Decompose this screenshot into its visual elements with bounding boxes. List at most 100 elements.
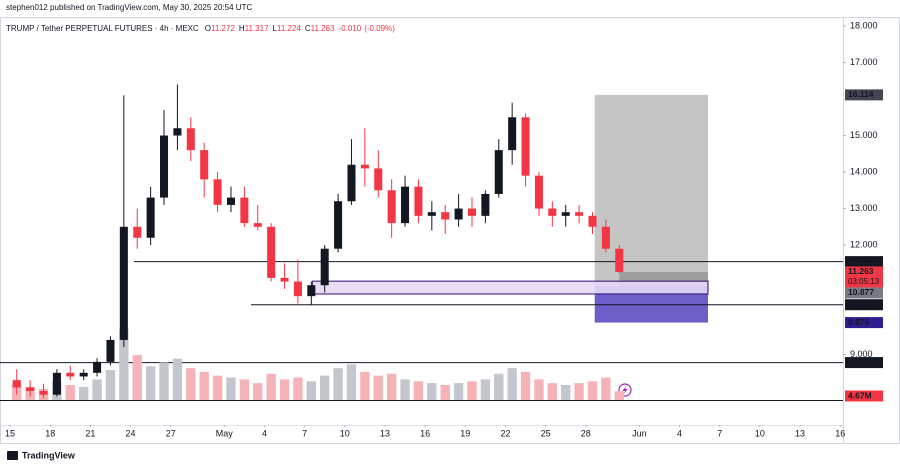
x-tick-label: 10 xyxy=(755,428,765,438)
candle-body xyxy=(52,372,61,395)
volume-bar xyxy=(320,375,330,400)
volume-bar xyxy=(587,381,598,400)
x-tick-label: 4 xyxy=(262,428,267,438)
volume-bar xyxy=(172,358,183,400)
candle-body xyxy=(401,186,410,224)
candle-body xyxy=(360,164,369,169)
volume-bar xyxy=(574,383,584,400)
candle-body xyxy=(387,190,396,224)
candle-body xyxy=(307,285,316,297)
volume-bar xyxy=(507,368,517,400)
candle-body xyxy=(93,361,102,373)
x-tick-label: 28 xyxy=(581,428,591,438)
volume-bar xyxy=(333,368,343,400)
volume-bar xyxy=(520,371,531,400)
candle-body xyxy=(160,135,169,198)
x-tick-label: May xyxy=(216,428,234,438)
x-tick-label: 16 xyxy=(420,428,430,438)
x-tick-label: 24 xyxy=(126,428,136,438)
ohlc-value: 11.317 xyxy=(245,24,269,33)
ohlc-value: 11.263 xyxy=(311,24,335,33)
volume-bar xyxy=(119,328,129,400)
level-label: 8.780 xyxy=(848,357,870,367)
ohlc-key: L xyxy=(273,24,278,33)
volume-bar xyxy=(427,383,437,400)
ohlc-key: H xyxy=(239,24,245,33)
volume-bar xyxy=(266,373,276,400)
candle-body xyxy=(320,248,329,286)
volume-label-bg xyxy=(845,390,883,402)
candle-body xyxy=(508,117,517,151)
candle-body xyxy=(334,201,343,249)
level-label: 11.546 xyxy=(848,256,874,266)
candle-body xyxy=(186,128,195,151)
header: stephen012 published on TradingView.com,… xyxy=(6,3,252,12)
volume-bar xyxy=(293,377,303,400)
volume-bar xyxy=(453,383,464,400)
candle-body xyxy=(200,150,209,180)
x-tick-label: 13 xyxy=(795,428,805,438)
x-tick-label: 16 xyxy=(835,428,845,438)
candle-body xyxy=(293,281,302,297)
volume-bar xyxy=(467,381,477,400)
candle-body xyxy=(548,208,557,216)
volume-bar xyxy=(346,364,357,400)
candle-body xyxy=(173,128,182,136)
volume-bar xyxy=(279,379,290,400)
volume-bar xyxy=(440,385,450,400)
candle-body xyxy=(280,277,289,282)
candle-body xyxy=(601,226,610,249)
x-tick-label: 18 xyxy=(45,428,55,438)
candle-body xyxy=(374,168,383,191)
candle-body xyxy=(240,197,249,224)
y-tick-label: 14.000 xyxy=(850,166,878,176)
candle-body xyxy=(226,197,235,205)
volume-bar xyxy=(534,379,544,400)
x-tick-label: 10 xyxy=(340,428,350,438)
y-tick-label: 17.000 xyxy=(850,57,878,67)
candle-body xyxy=(79,372,88,377)
candle-body xyxy=(441,212,450,220)
candle-body xyxy=(561,212,570,216)
order-block-zone xyxy=(311,280,709,295)
x-tick-label: 15 xyxy=(5,428,15,438)
volume-bar xyxy=(92,379,102,400)
volume-bar xyxy=(159,362,169,400)
candle-body xyxy=(106,339,115,362)
level-label: 10.365 xyxy=(848,299,874,309)
candle-body xyxy=(26,387,35,392)
y-tick-label: 9.000 xyxy=(850,349,873,359)
volume-bar xyxy=(373,375,383,400)
candle-body xyxy=(575,212,584,216)
x-tick-label: 25 xyxy=(541,428,551,438)
change-pct: (-0.09%) xyxy=(364,24,395,33)
y-tick-label: 15.000 xyxy=(850,130,878,140)
entry-label: 10.877 xyxy=(848,287,874,297)
entry-label-bg xyxy=(845,287,883,299)
ohlc-key: O xyxy=(205,24,211,33)
volume-bar xyxy=(547,383,558,400)
level-label-bg xyxy=(845,357,883,369)
volume-bar xyxy=(105,370,116,400)
last-price-label: 11.263 xyxy=(848,266,874,276)
candle-body xyxy=(347,164,356,202)
y-tick-label: 12.000 xyxy=(850,239,878,249)
level-label-bg xyxy=(845,256,883,268)
candle-body xyxy=(427,212,436,216)
candle-body xyxy=(521,117,530,176)
x-tick-label: 4 xyxy=(677,428,682,438)
volume-bar xyxy=(306,381,316,400)
x-tick-label: 22 xyxy=(500,428,510,438)
volume-bar xyxy=(400,379,410,400)
candle-body xyxy=(414,186,423,216)
volume-label: 4.67M xyxy=(848,390,872,400)
volume-bar xyxy=(413,381,424,400)
volume-bar xyxy=(386,373,397,400)
candle-body xyxy=(481,193,490,216)
candle-body xyxy=(588,215,597,227)
candle-body xyxy=(454,208,463,220)
candle-body xyxy=(467,208,477,216)
candle-body xyxy=(615,248,624,272)
volume-bar xyxy=(601,377,611,400)
position-target xyxy=(594,94,708,287)
